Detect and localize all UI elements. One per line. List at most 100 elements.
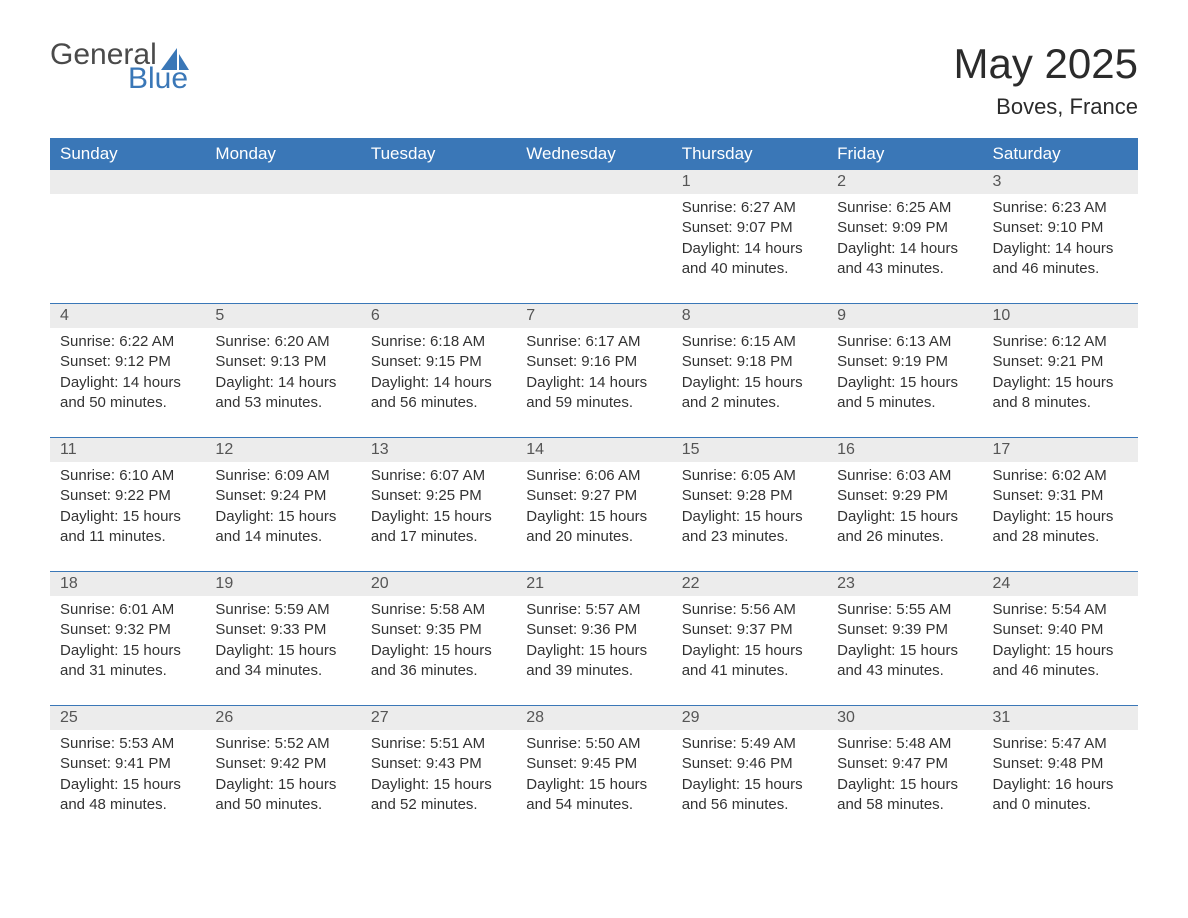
page-title: May 2025 xyxy=(954,40,1138,88)
calendar-cell xyxy=(50,170,205,304)
calendar-cell: 18Sunrise: 6:01 AMSunset: 9:32 PMDayligh… xyxy=(50,572,205,706)
day-details: Sunrise: 5:59 AMSunset: 9:33 PMDaylight:… xyxy=(205,596,360,681)
day-number-empty xyxy=(50,170,205,194)
calendar-cell xyxy=(516,170,671,304)
day-number-empty xyxy=(361,170,516,194)
logo-blue-text: Blue xyxy=(128,64,189,94)
day-header: Tuesday xyxy=(361,138,516,170)
day-number: 21 xyxy=(516,572,671,596)
day-details: Sunrise: 5:49 AMSunset: 9:46 PMDaylight:… xyxy=(672,730,827,815)
day-number: 27 xyxy=(361,706,516,730)
calendar-cell: 13Sunrise: 6:07 AMSunset: 9:25 PMDayligh… xyxy=(361,438,516,572)
day-header: Thursday xyxy=(672,138,827,170)
calendar-cell: 3Sunrise: 6:23 AMSunset: 9:10 PMDaylight… xyxy=(983,170,1138,304)
calendar-cell: 21Sunrise: 5:57 AMSunset: 9:36 PMDayligh… xyxy=(516,572,671,706)
day-number: 20 xyxy=(361,572,516,596)
day-details: Sunrise: 5:47 AMSunset: 9:48 PMDaylight:… xyxy=(983,730,1138,815)
day-number: 5 xyxy=(205,304,360,328)
calendar-table: SundayMondayTuesdayWednesdayThursdayFrid… xyxy=(50,138,1138,839)
page-location: Boves, France xyxy=(954,94,1138,120)
day-details: Sunrise: 5:58 AMSunset: 9:35 PMDaylight:… xyxy=(361,596,516,681)
calendar-cell: 8Sunrise: 6:15 AMSunset: 9:18 PMDaylight… xyxy=(672,304,827,438)
calendar-cell xyxy=(361,170,516,304)
calendar-cell: 27Sunrise: 5:51 AMSunset: 9:43 PMDayligh… xyxy=(361,706,516,840)
day-details: Sunrise: 5:57 AMSunset: 9:36 PMDaylight:… xyxy=(516,596,671,681)
title-block: May 2025 Boves, France xyxy=(954,40,1138,120)
calendar-cell: 15Sunrise: 6:05 AMSunset: 9:28 PMDayligh… xyxy=(672,438,827,572)
day-details: Sunrise: 5:48 AMSunset: 9:47 PMDaylight:… xyxy=(827,730,982,815)
day-number: 23 xyxy=(827,572,982,596)
day-number: 13 xyxy=(361,438,516,462)
calendar-cell: 23Sunrise: 5:55 AMSunset: 9:39 PMDayligh… xyxy=(827,572,982,706)
calendar-cell: 1Sunrise: 6:27 AMSunset: 9:07 PMDaylight… xyxy=(672,170,827,304)
day-number: 3 xyxy=(983,170,1138,194)
calendar-week: 4Sunrise: 6:22 AMSunset: 9:12 PMDaylight… xyxy=(50,304,1138,438)
day-number-empty xyxy=(205,170,360,194)
day-number: 9 xyxy=(827,304,982,328)
day-number: 11 xyxy=(50,438,205,462)
day-details: Sunrise: 5:56 AMSunset: 9:37 PMDaylight:… xyxy=(672,596,827,681)
day-number: 19 xyxy=(205,572,360,596)
top-bar: General Blue May 2025 Boves, France xyxy=(50,40,1138,120)
day-details: Sunrise: 5:51 AMSunset: 9:43 PMDaylight:… xyxy=(361,730,516,815)
day-details: Sunrise: 5:50 AMSunset: 9:45 PMDaylight:… xyxy=(516,730,671,815)
calendar-cell: 31Sunrise: 5:47 AMSunset: 9:48 PMDayligh… xyxy=(983,706,1138,840)
day-details: Sunrise: 6:12 AMSunset: 9:21 PMDaylight:… xyxy=(983,328,1138,413)
day-details: Sunrise: 6:17 AMSunset: 9:16 PMDaylight:… xyxy=(516,328,671,413)
calendar-cell: 17Sunrise: 6:02 AMSunset: 9:31 PMDayligh… xyxy=(983,438,1138,572)
calendar-cell: 30Sunrise: 5:48 AMSunset: 9:47 PMDayligh… xyxy=(827,706,982,840)
calendar-cell: 12Sunrise: 6:09 AMSunset: 9:24 PMDayligh… xyxy=(205,438,360,572)
day-number: 6 xyxy=(361,304,516,328)
day-details: Sunrise: 6:06 AMSunset: 9:27 PMDaylight:… xyxy=(516,462,671,547)
day-number: 10 xyxy=(983,304,1138,328)
day-details: Sunrise: 6:02 AMSunset: 9:31 PMDaylight:… xyxy=(983,462,1138,547)
calendar-cell: 16Sunrise: 6:03 AMSunset: 9:29 PMDayligh… xyxy=(827,438,982,572)
calendar-week: 18Sunrise: 6:01 AMSunset: 9:32 PMDayligh… xyxy=(50,572,1138,706)
calendar-cell xyxy=(205,170,360,304)
day-details: Sunrise: 6:03 AMSunset: 9:29 PMDaylight:… xyxy=(827,462,982,547)
calendar-cell: 4Sunrise: 6:22 AMSunset: 9:12 PMDaylight… xyxy=(50,304,205,438)
day-number: 22 xyxy=(672,572,827,596)
calendar-cell: 9Sunrise: 6:13 AMSunset: 9:19 PMDaylight… xyxy=(827,304,982,438)
calendar-cell: 25Sunrise: 5:53 AMSunset: 9:41 PMDayligh… xyxy=(50,706,205,840)
day-number: 1 xyxy=(672,170,827,194)
day-details: Sunrise: 6:09 AMSunset: 9:24 PMDaylight:… xyxy=(205,462,360,547)
day-number: 26 xyxy=(205,706,360,730)
calendar-header: SundayMondayTuesdayWednesdayThursdayFrid… xyxy=(50,138,1138,170)
day-number: 15 xyxy=(672,438,827,462)
day-number: 17 xyxy=(983,438,1138,462)
day-details: Sunrise: 5:52 AMSunset: 9:42 PMDaylight:… xyxy=(205,730,360,815)
calendar-cell: 20Sunrise: 5:58 AMSunset: 9:35 PMDayligh… xyxy=(361,572,516,706)
day-number: 8 xyxy=(672,304,827,328)
day-details: Sunrise: 6:22 AMSunset: 9:12 PMDaylight:… xyxy=(50,328,205,413)
day-header: Sunday xyxy=(50,138,205,170)
calendar-cell: 11Sunrise: 6:10 AMSunset: 9:22 PMDayligh… xyxy=(50,438,205,572)
day-details: Sunrise: 6:01 AMSunset: 9:32 PMDaylight:… xyxy=(50,596,205,681)
calendar-cell: 26Sunrise: 5:52 AMSunset: 9:42 PMDayligh… xyxy=(205,706,360,840)
day-header: Wednesday xyxy=(516,138,671,170)
day-number: 24 xyxy=(983,572,1138,596)
calendar-body: 1Sunrise: 6:27 AMSunset: 9:07 PMDaylight… xyxy=(50,170,1138,839)
day-details: Sunrise: 5:55 AMSunset: 9:39 PMDaylight:… xyxy=(827,596,982,681)
calendar-cell: 10Sunrise: 6:12 AMSunset: 9:21 PMDayligh… xyxy=(983,304,1138,438)
day-number: 31 xyxy=(983,706,1138,730)
day-number: 30 xyxy=(827,706,982,730)
day-number: 2 xyxy=(827,170,982,194)
calendar-cell: 19Sunrise: 5:59 AMSunset: 9:33 PMDayligh… xyxy=(205,572,360,706)
day-details: Sunrise: 6:23 AMSunset: 9:10 PMDaylight:… xyxy=(983,194,1138,279)
calendar-cell: 14Sunrise: 6:06 AMSunset: 9:27 PMDayligh… xyxy=(516,438,671,572)
calendar-cell: 2Sunrise: 6:25 AMSunset: 9:09 PMDaylight… xyxy=(827,170,982,304)
calendar-cell: 24Sunrise: 5:54 AMSunset: 9:40 PMDayligh… xyxy=(983,572,1138,706)
calendar-week: 1Sunrise: 6:27 AMSunset: 9:07 PMDaylight… xyxy=(50,170,1138,304)
calendar-cell: 22Sunrise: 5:56 AMSunset: 9:37 PMDayligh… xyxy=(672,572,827,706)
day-details: Sunrise: 6:20 AMSunset: 9:13 PMDaylight:… xyxy=(205,328,360,413)
day-details: Sunrise: 6:05 AMSunset: 9:28 PMDaylight:… xyxy=(672,462,827,547)
day-number: 29 xyxy=(672,706,827,730)
day-details: Sunrise: 6:15 AMSunset: 9:18 PMDaylight:… xyxy=(672,328,827,413)
day-details: Sunrise: 6:10 AMSunset: 9:22 PMDaylight:… xyxy=(50,462,205,547)
day-number: 16 xyxy=(827,438,982,462)
calendar-week: 25Sunrise: 5:53 AMSunset: 9:41 PMDayligh… xyxy=(50,706,1138,840)
day-number: 14 xyxy=(516,438,671,462)
day-header: Friday xyxy=(827,138,982,170)
calendar-week: 11Sunrise: 6:10 AMSunset: 9:22 PMDayligh… xyxy=(50,438,1138,572)
